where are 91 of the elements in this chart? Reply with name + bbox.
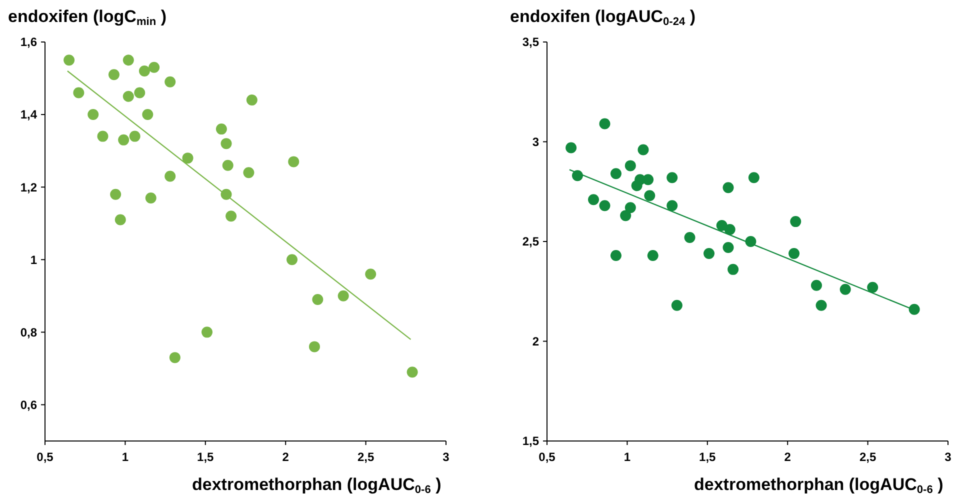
point (816, 300, 827, 311)
point (108, 69, 120, 80)
point (142, 109, 154, 120)
point (110, 188, 122, 200)
x-tick-label: 2,5 (357, 450, 374, 464)
x-tick-label: 2 (784, 450, 792, 464)
x-tick-label: 2 (282, 450, 290, 464)
point (566, 142, 577, 154)
y-tick-label: 2,5 (522, 234, 540, 249)
point (867, 282, 878, 293)
point (122, 54, 134, 66)
point (220, 138, 232, 150)
point (406, 366, 418, 378)
point (365, 268, 376, 280)
y-tick-label: 1,2 (20, 180, 38, 194)
point (169, 352, 180, 364)
y-axis-title: endoxifen (logAUC$_{0-24}$) (510, 7, 696, 28)
x-tick-label: 0,5 (36, 450, 54, 464)
x-axis-title: dextromethorphan (logAUC$_{0-6}$) (192, 475, 442, 496)
y-tick-label: 1,5 (522, 434, 540, 448)
point (216, 124, 227, 135)
point (671, 300, 682, 311)
point (810, 280, 822, 291)
y-axis-title: endoxifen (logC$_{min}$) (8, 7, 166, 28)
y-tick-label: 2 (532, 334, 540, 348)
point (722, 242, 734, 253)
x-tick-label: 1 (122, 450, 129, 464)
point (129, 130, 140, 142)
point (666, 200, 678, 212)
point (288, 156, 300, 168)
point (312, 294, 324, 306)
x-tick-label: 1,5 (197, 450, 214, 464)
x-tick-label: 0,5 (538, 450, 556, 464)
point (114, 214, 126, 226)
point (138, 66, 150, 77)
point (202, 326, 213, 338)
point (722, 182, 734, 194)
point (642, 174, 654, 186)
x-tick-label: 2,5 (859, 450, 876, 464)
y-tick-label: 0,6 (20, 398, 38, 412)
point (246, 94, 258, 106)
point (222, 160, 234, 171)
point (748, 172, 760, 184)
point (620, 210, 632, 222)
point (134, 87, 146, 98)
x-axis-title: dextromethorphan (logAUC$_{0-6}$) (694, 475, 944, 496)
y-tick-label: 1 (30, 252, 38, 267)
point (164, 76, 176, 88)
point (790, 216, 802, 228)
point (599, 200, 610, 212)
point (338, 290, 349, 302)
point (624, 160, 636, 172)
point (610, 250, 622, 261)
y-tick-label: 1,6 (20, 35, 38, 50)
point (164, 170, 176, 182)
point (704, 248, 715, 259)
x-tick-label: 1,5 (699, 450, 716, 464)
y-tick-label: 3,5 (522, 35, 540, 50)
point (840, 284, 851, 295)
point (624, 202, 636, 214)
point (728, 264, 739, 275)
x-tick-label: 3 (944, 450, 952, 464)
point (286, 254, 298, 266)
point (644, 190, 656, 202)
y-tick-label: 0,8 (20, 325, 38, 340)
point (73, 87, 84, 98)
point (599, 118, 610, 130)
y-tick-label: 1,4 (20, 108, 38, 122)
point (145, 192, 156, 204)
point (308, 341, 320, 352)
point (97, 130, 108, 142)
x-tick-label: 1 (624, 450, 631, 464)
point (684, 232, 696, 243)
x-tick-label: 3 (442, 450, 450, 464)
point (182, 152, 194, 164)
point (64, 54, 75, 66)
point (122, 90, 134, 102)
point (724, 224, 736, 236)
point (647, 250, 658, 261)
point (588, 194, 600, 206)
point (118, 134, 130, 146)
point (226, 210, 237, 222)
point (88, 109, 99, 120)
point (148, 62, 160, 73)
point (666, 172, 678, 184)
point (243, 167, 254, 178)
point (638, 144, 649, 156)
point (788, 248, 800, 259)
point (908, 304, 920, 315)
y-tick-label: 3 (532, 134, 540, 149)
point (610, 168, 622, 180)
